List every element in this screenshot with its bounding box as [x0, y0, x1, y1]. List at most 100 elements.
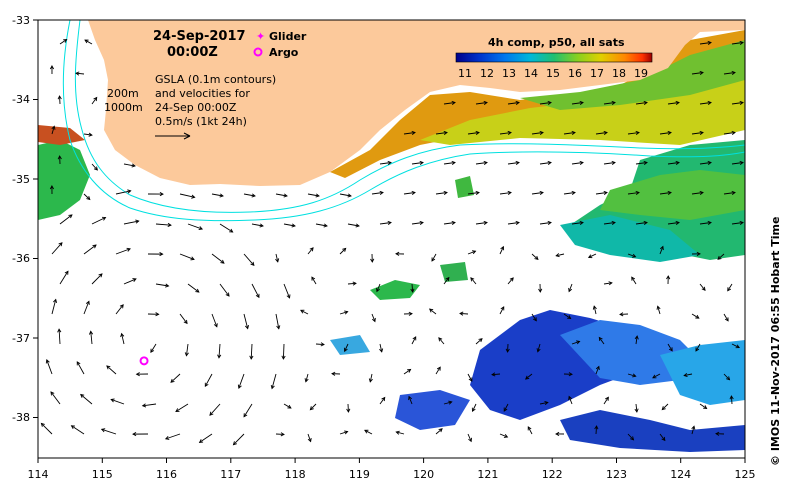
- velocity-arrowhead: [547, 220, 552, 225]
- velocity-arrow: [364, 429, 373, 435]
- velocity-arrowhead: [58, 242, 63, 247]
- velocity-arrow: [467, 433, 472, 442]
- velocity-arrow: [731, 42, 744, 45]
- velocity-arrowhead: [347, 193, 352, 198]
- velocity-arrowhead: [300, 309, 305, 314]
- velocity-arrow: [539, 102, 552, 105]
- velocity-arrowhead: [219, 193, 224, 198]
- sst-patch-west-warm: [38, 125, 85, 145]
- velocity-arrowhead: [191, 194, 196, 199]
- velocity-arrow: [411, 162, 424, 165]
- colorbar: [455, 52, 653, 63]
- velocity-arrowhead: [307, 438, 312, 443]
- velocity-arrowhead: [483, 100, 488, 105]
- velocity-arrowhead: [164, 435, 170, 440]
- y-tick-label: -36: [12, 252, 30, 265]
- velocity-arrowhead: [84, 39, 89, 44]
- velocity-arrow: [593, 306, 597, 315]
- velocity-arrow: [635, 336, 638, 345]
- velocity-arrowhead: [471, 250, 477, 255]
- isobath-1000m: [62, 20, 745, 222]
- velocity-arrowhead: [259, 223, 264, 228]
- sst-patch-east-lime: [600, 170, 745, 220]
- velocity-arrowhead: [195, 288, 200, 293]
- velocity-arrow: [691, 313, 700, 319]
- velocity-arrow: [525, 373, 533, 380]
- velocity-arrowhead: [127, 189, 132, 194]
- colorbar-ticks: 11 12 13 14 15 16 17 18 19: [458, 67, 648, 80]
- velocity-arrowhead: [656, 305, 661, 310]
- velocity-arrowhead: [155, 312, 160, 317]
- velocity-arrowhead: [661, 406, 666, 411]
- glider-legend-label: Glider: [269, 30, 307, 43]
- velocity-arrow: [91, 97, 98, 105]
- velocity-arrowhead: [739, 100, 744, 105]
- velocity-arrow: [531, 192, 544, 195]
- colorbar-tick-label: 13: [502, 67, 516, 80]
- velocity-arrow: [695, 343, 701, 352]
- velocity-arrow: [667, 102, 680, 105]
- velocity-arrowhead: [280, 432, 285, 437]
- velocity-arrowhead: [368, 378, 373, 383]
- x-tick-label: 119: [349, 468, 370, 481]
- velocity-arrowhead: [407, 368, 412, 373]
- tick-marks: [33, 19, 746, 463]
- velocity-arrowhead: [249, 355, 254, 360]
- velocity-arrow: [499, 306, 505, 315]
- velocity-arrow: [91, 273, 103, 285]
- velocity-arrow: [307, 247, 314, 255]
- velocity-arrow: [731, 343, 740, 348]
- velocity-arrowhead: [470, 277, 475, 282]
- velocity-arrowhead: [726, 376, 731, 381]
- velocity-arrow: [603, 282, 612, 285]
- velocity-arrowhead: [135, 219, 140, 224]
- velocity-arrowhead: [53, 298, 58, 303]
- velocity-arrow: [467, 250, 476, 255]
- velocity-arrowhead: [587, 254, 593, 259]
- velocity-arrowhead: [509, 277, 514, 282]
- velocity-arrowhead: [93, 96, 98, 102]
- sst-patch-east-teal: [560, 215, 700, 262]
- velocity-arrow: [475, 338, 483, 345]
- velocity-arrowhead: [668, 347, 673, 352]
- velocity-arrow: [80, 394, 93, 405]
- velocity-arrow: [475, 162, 488, 165]
- isobath-label-200m: 200m: [107, 87, 139, 100]
- velocity-arrow: [187, 223, 203, 230]
- velocity-arrow: [379, 222, 392, 225]
- velocity-arrow: [435, 428, 443, 435]
- velocity-arrow: [684, 373, 693, 376]
- velocity-arrow: [218, 343, 221, 358]
- velocity-arrowhead: [635, 130, 640, 135]
- velocity-arrowhead: [165, 283, 170, 288]
- velocity-arrowhead: [141, 403, 147, 408]
- velocity-arrow: [499, 246, 504, 255]
- velocity-arrow: [121, 333, 125, 345]
- velocity-arrow: [556, 253, 565, 257]
- velocity-arrowhead: [701, 286, 706, 291]
- velocity-arrowhead: [229, 228, 234, 233]
- velocity-arrow: [438, 337, 445, 345]
- x-tick-label: 120: [413, 468, 434, 481]
- velocity-arrow: [75, 72, 85, 75]
- x-tick-label: 118: [285, 468, 306, 481]
- argo-marker-icon: [253, 47, 263, 57]
- velocity-arrow: [691, 192, 704, 195]
- velocity-arrowhead: [478, 338, 483, 343]
- velocity-arrowhead: [735, 344, 740, 349]
- velocity-arrow: [115, 248, 131, 255]
- velocity-arrowhead: [352, 281, 357, 286]
- velocity-arrowhead: [643, 220, 648, 225]
- velocity-arrowhead: [132, 278, 137, 282]
- velocity-arrowhead: [412, 336, 417, 341]
- velocity-arrowhead: [468, 437, 472, 443]
- velocity-arrow: [175, 403, 189, 412]
- velocity-arrowhead: [611, 100, 616, 105]
- velocity-arrowhead: [343, 347, 348, 353]
- velocity-arrow: [271, 373, 277, 389]
- velocity-arrow: [339, 193, 352, 197]
- velocity-arrow: [571, 162, 584, 165]
- velocity-arrow: [691, 132, 704, 135]
- velocity-arrowhead: [281, 355, 286, 360]
- gsla-note-line2: and velocities for: [155, 87, 250, 100]
